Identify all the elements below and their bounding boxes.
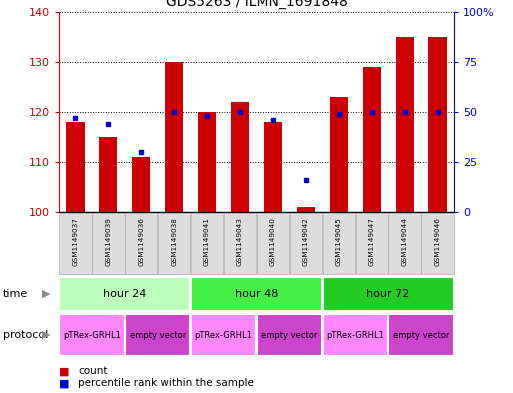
FancyBboxPatch shape <box>257 314 322 356</box>
Bar <box>396 37 413 212</box>
Bar <box>297 207 315 212</box>
Bar <box>428 37 447 212</box>
FancyBboxPatch shape <box>323 277 453 311</box>
Text: GSM1149036: GSM1149036 <box>139 217 144 266</box>
FancyBboxPatch shape <box>60 314 125 356</box>
Text: GSM1149041: GSM1149041 <box>204 217 210 266</box>
Title: GDS5263 / ILMN_1691848: GDS5263 / ILMN_1691848 <box>166 0 347 9</box>
Bar <box>330 97 348 212</box>
FancyBboxPatch shape <box>92 213 125 274</box>
Text: GSM1149039: GSM1149039 <box>105 217 111 266</box>
Bar <box>165 62 183 212</box>
Text: GSM1149037: GSM1149037 <box>72 217 78 266</box>
Bar <box>132 157 150 212</box>
FancyBboxPatch shape <box>421 213 453 274</box>
Bar <box>231 102 249 212</box>
Text: GSM1149046: GSM1149046 <box>435 217 441 266</box>
Text: hour 24: hour 24 <box>103 289 147 299</box>
FancyBboxPatch shape <box>191 277 322 311</box>
Text: ■: ■ <box>59 378 69 388</box>
Text: pTRex-GRHL1: pTRex-GRHL1 <box>326 331 384 340</box>
Text: ▶: ▶ <box>42 330 50 340</box>
Text: percentile rank within the sample: percentile rank within the sample <box>78 378 254 388</box>
Text: GSM1149040: GSM1149040 <box>270 217 276 266</box>
FancyBboxPatch shape <box>158 213 190 274</box>
FancyBboxPatch shape <box>323 213 355 274</box>
Text: hour 48: hour 48 <box>235 289 278 299</box>
Text: count: count <box>78 366 108 376</box>
Bar <box>363 67 381 212</box>
Text: ■: ■ <box>59 366 69 376</box>
Text: empty vector: empty vector <box>130 331 186 340</box>
Text: GSM1149038: GSM1149038 <box>171 217 177 266</box>
FancyBboxPatch shape <box>224 213 256 274</box>
Text: ▶: ▶ <box>42 289 50 299</box>
Text: GSM1149045: GSM1149045 <box>336 217 342 266</box>
FancyBboxPatch shape <box>125 314 190 356</box>
FancyBboxPatch shape <box>60 213 92 274</box>
Text: GSM1149044: GSM1149044 <box>402 217 408 266</box>
Text: empty vector: empty vector <box>261 331 318 340</box>
Text: pTRex-GRHL1: pTRex-GRHL1 <box>194 331 252 340</box>
FancyBboxPatch shape <box>191 213 223 274</box>
Text: pTRex-GRHL1: pTRex-GRHL1 <box>63 331 121 340</box>
Bar <box>66 122 85 212</box>
FancyBboxPatch shape <box>191 314 256 356</box>
Text: GSM1149042: GSM1149042 <box>303 217 309 266</box>
Text: time: time <box>3 289 28 299</box>
FancyBboxPatch shape <box>125 213 157 274</box>
Text: protocol: protocol <box>3 330 48 340</box>
FancyBboxPatch shape <box>257 213 289 274</box>
FancyBboxPatch shape <box>388 213 421 274</box>
Text: GSM1149043: GSM1149043 <box>237 217 243 266</box>
Text: hour 72: hour 72 <box>366 289 410 299</box>
Bar <box>198 112 216 212</box>
FancyBboxPatch shape <box>388 314 453 356</box>
FancyBboxPatch shape <box>323 314 388 356</box>
Text: empty vector: empty vector <box>393 331 449 340</box>
Text: GSM1149047: GSM1149047 <box>369 217 374 266</box>
Bar <box>264 122 282 212</box>
Bar <box>100 137 117 212</box>
FancyBboxPatch shape <box>290 213 322 274</box>
FancyBboxPatch shape <box>60 277 190 311</box>
FancyBboxPatch shape <box>356 213 388 274</box>
